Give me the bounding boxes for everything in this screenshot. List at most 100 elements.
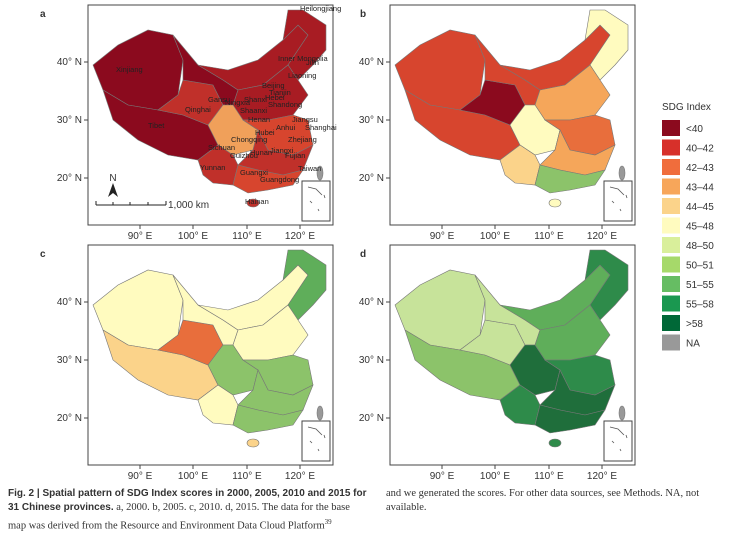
panel-letter: c	[40, 249, 46, 260]
province-label: Sichuan	[208, 143, 235, 152]
caption-ref: 39	[324, 518, 332, 526]
hainan	[246, 438, 260, 448]
province-region	[534, 164, 606, 194]
lon-label: 90° E	[128, 471, 153, 480]
inset-islands	[609, 186, 628, 212]
legend-swatch	[662, 256, 680, 273]
legend-label: 55–58	[686, 300, 714, 311]
taiwan	[618, 165, 626, 181]
province-label: Shaanxi	[240, 106, 267, 115]
panel-letter: b	[360, 9, 366, 20]
panel-letter: a	[40, 9, 46, 20]
panel-letter: d	[360, 249, 366, 260]
province-label: Ningxia	[225, 98, 251, 107]
province-label: Shanghai	[305, 123, 337, 132]
taiwan	[316, 165, 324, 181]
inset-box	[603, 420, 633, 462]
lon-label: 100° E	[178, 471, 208, 480]
province-label: Fujian	[285, 151, 305, 160]
map-panel: c 40° N 30° N 20° N 90° E 100° E 110° E 120° E	[40, 244, 334, 482]
lat-label: 30° N	[57, 115, 82, 126]
scale-label: 1,000 km	[168, 200, 209, 211]
province-region	[534, 404, 606, 434]
province-label: Inner Mongolia	[278, 54, 328, 63]
legend-label: NA	[686, 339, 700, 350]
hainan	[548, 438, 562, 448]
lat-label: 30° N	[57, 355, 82, 366]
province-label: Gansu	[208, 95, 230, 104]
taiwan	[316, 405, 324, 421]
province-region	[232, 404, 304, 434]
taiwan	[618, 405, 626, 421]
lon-label: 110° E	[534, 471, 564, 480]
inset-box	[603, 180, 633, 222]
legend-label: 42–43	[686, 163, 714, 174]
province-label: Zhejiang	[288, 135, 317, 144]
legend-label: 50–51	[686, 261, 714, 272]
province-label: Hunan	[250, 148, 272, 157]
province-label: Chongqing	[231, 135, 267, 144]
caption-right: and we generated the scores. For other d…	[386, 488, 700, 513]
province-label: Jiangxi	[270, 146, 294, 155]
inset-islands	[307, 186, 326, 212]
province-label: Hebei	[265, 93, 285, 102]
province-label: Yunnan	[200, 163, 225, 172]
legend-label: 44–45	[686, 202, 714, 213]
inset-box	[301, 420, 331, 462]
legend-swatch	[662, 237, 680, 253]
legend-swatch	[662, 295, 680, 312]
lon-label: 90° E	[430, 471, 455, 480]
province-label: Hainan	[245, 197, 269, 206]
province-label: Xinjiang	[116, 65, 143, 74]
lat-label: 40° N	[359, 297, 384, 308]
province-label: Beijing	[262, 81, 285, 90]
lat-label: 40° N	[57, 297, 82, 308]
legend-swatch	[662, 334, 680, 351]
north-arrow	[108, 183, 118, 197]
map-panel: d 40° N 30° N 20° N 90° E 100° E 110° E 120° E	[359, 244, 636, 482]
province-label: Hubei	[255, 128, 275, 137]
inset-box	[301, 180, 331, 222]
legend-swatch	[662, 139, 680, 156]
map-panel: a 40° N 30° N 20° N 90° E 100° E 110° E 120° E H…	[40, 4, 341, 242]
lat-label: 40° N	[359, 57, 384, 68]
legend-label: 51–55	[686, 280, 714, 291]
legend-label: 40–42	[686, 144, 714, 155]
province-label: Heilongjiang	[300, 4, 341, 13]
lat-label: 30° N	[359, 355, 384, 366]
lat-label: 20° N	[359, 413, 384, 424]
caption-text: a, 2000. b, 2005. c, 2010. d, 2015. The …	[8, 502, 350, 532]
legend-label: 48–50	[686, 241, 714, 252]
lat-label: 20° N	[57, 413, 82, 424]
province-label: Tianjin	[269, 88, 291, 97]
province-region	[232, 164, 304, 194]
province-label: Shanxi	[244, 95, 267, 104]
caption-title: Fig. 2 | Spatial pattern of SDG Index sc…	[8, 488, 367, 513]
hainan	[246, 198, 260, 208]
legend-swatch	[662, 120, 680, 136]
province-label: Jilin	[306, 58, 319, 67]
lat-label: 30° N	[359, 115, 384, 126]
province-label: Liaoning	[288, 71, 316, 80]
province-label: Anhui	[276, 123, 296, 132]
caption-left: Fig. 2 | Spatial pattern of SDG Index sc…	[8, 487, 368, 534]
inset-islands	[609, 426, 628, 452]
lon-label: 110° E	[232, 231, 262, 242]
map-panel: b 40° N 30° N 20° N 90° E 100° E 110° E 120° E	[359, 4, 636, 242]
lat-label: 20° N	[57, 173, 82, 184]
lon-label: 90° E	[128, 231, 153, 242]
hainan	[548, 198, 562, 208]
province-region	[584, 9, 629, 81]
legend-label: <40	[686, 124, 703, 135]
lon-label: 110° E	[534, 231, 564, 242]
north-label: N	[109, 173, 116, 184]
scale-bar	[95, 201, 167, 206]
inset-islands	[307, 426, 326, 452]
lon-label: 100° E	[480, 231, 510, 242]
lat-label: 20° N	[359, 173, 384, 184]
legend-swatch	[662, 178, 680, 195]
legend-swatch	[662, 276, 680, 292]
legend-swatch	[662, 198, 680, 214]
lon-label: 100° E	[480, 471, 510, 480]
